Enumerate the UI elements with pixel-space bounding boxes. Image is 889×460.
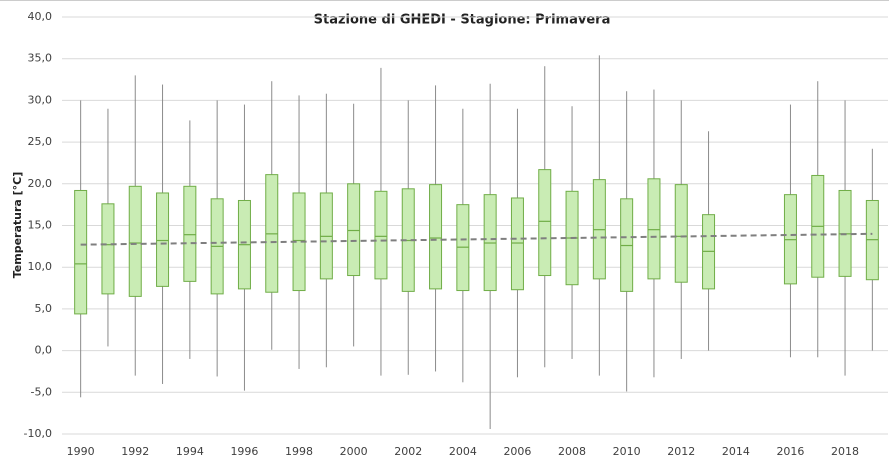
x-tick-label: 2014 [722,445,750,458]
x-tick-label: 1998 [285,445,313,458]
y-tick-label: 10,0 [28,260,53,273]
x-tick-label: 2018 [831,445,859,458]
box [674,184,688,283]
box [156,192,170,287]
y-tick-label: 15,0 [28,219,53,232]
box [183,185,197,282]
x-tick-label: 1990 [67,445,95,458]
y-tick-label: -5,0 [31,385,52,398]
chart-title: Stazione di GHEDI - Stagione: Primavera [314,13,611,28]
x-tick-label: 2016 [776,445,804,458]
box [429,184,443,290]
trend-line [80,232,873,246]
x-tick-label: 1996 [230,445,258,458]
box [510,197,524,291]
y-tick-label: 5,0 [35,302,53,315]
x-tick-label: 1994 [176,445,204,458]
y-tick-label: 20,0 [28,177,53,190]
y-tick-label: 30,0 [28,93,53,106]
x-tick-label: 2012 [667,445,695,458]
x-tick-label: 2000 [340,445,368,458]
x-tick-label: 1992 [121,445,149,458]
y-tick-label: 35,0 [28,52,53,65]
box [128,185,142,297]
box [374,190,388,280]
x-tick-label: 2008 [558,445,586,458]
x-tick-label: 2002 [394,445,422,458]
box [647,178,661,280]
box [74,189,88,315]
y-tick-label: 0,0 [35,344,53,357]
box [538,169,552,277]
x-tick-label: 2010 [613,445,641,458]
y-axis-label: Temperatura [°C] [11,172,24,279]
x-tick-label: 2006 [503,445,531,458]
y-tick-label: 40,0 [28,10,53,23]
y-tick-label: -10,0 [24,427,52,440]
x-tick-label: 2004 [449,445,477,458]
box [101,203,115,295]
box [347,183,361,277]
y-tick-label: 25,0 [28,135,53,148]
